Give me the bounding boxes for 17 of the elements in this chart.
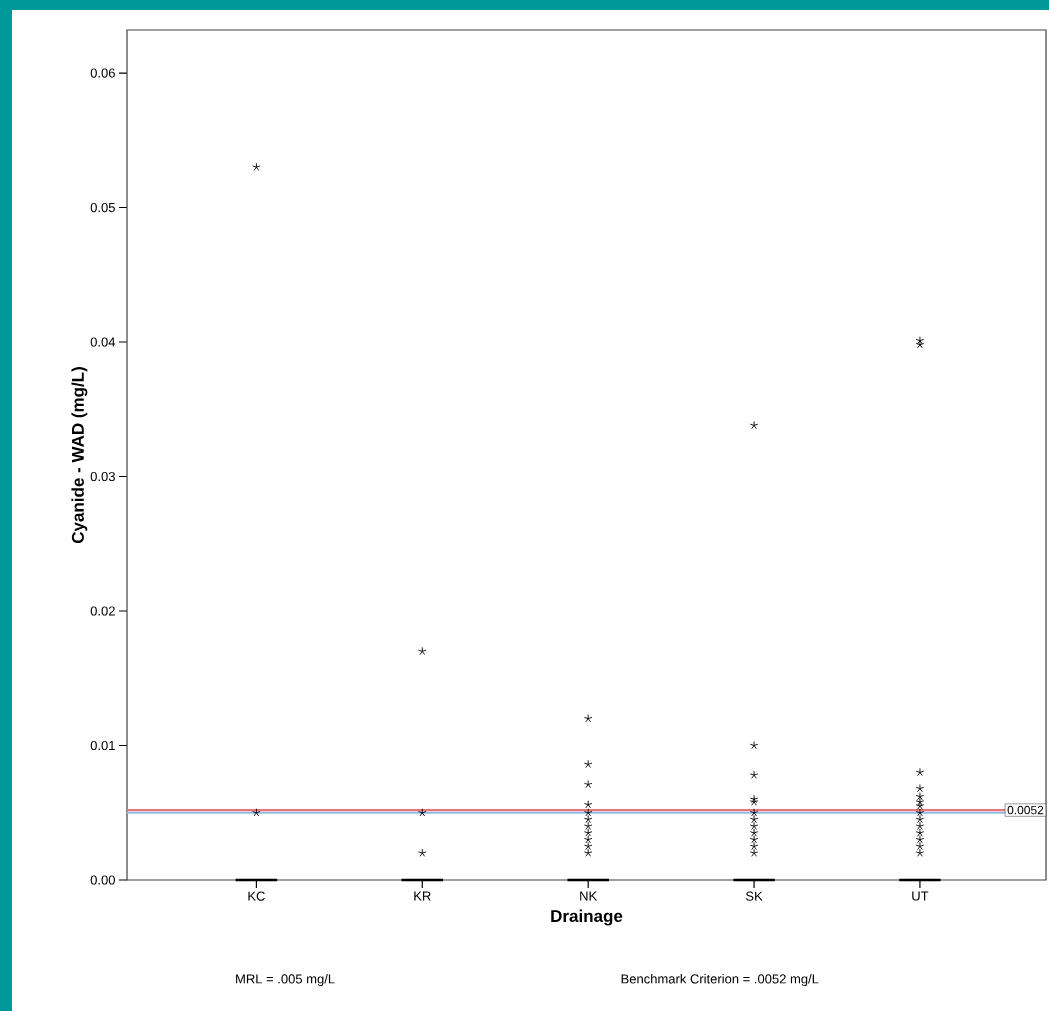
text: MRL = .005 mg/L xyxy=(236,973,335,987)
y-tick-label: 0.06 xyxy=(90,68,115,78)
x-tick-label: UT xyxy=(912,891,929,901)
text: Benchmark Criterion = .0052 mg/L xyxy=(621,973,819,987)
y-axis-title: Cyanide - WAD (mg/L) xyxy=(71,367,88,544)
x-tick-label: KC xyxy=(248,891,265,901)
y-tick-label: 0.02 xyxy=(90,606,115,616)
y-tick-label: 0.04 xyxy=(90,337,116,347)
y-tick-label: 0.03 xyxy=(90,471,115,482)
y-tick-label: 0.05 xyxy=(90,202,115,213)
x-tick-label: NK xyxy=(580,891,598,901)
x-axis-title: Drainage xyxy=(551,909,623,926)
y-tick-label: 0.01 xyxy=(90,740,115,751)
x-tick-label: KR xyxy=(414,891,431,901)
x-tick-label: SK xyxy=(745,891,763,901)
ref-line-label: 0.0052 xyxy=(1007,805,1044,815)
y-tick-label: 0.00 xyxy=(90,875,115,885)
